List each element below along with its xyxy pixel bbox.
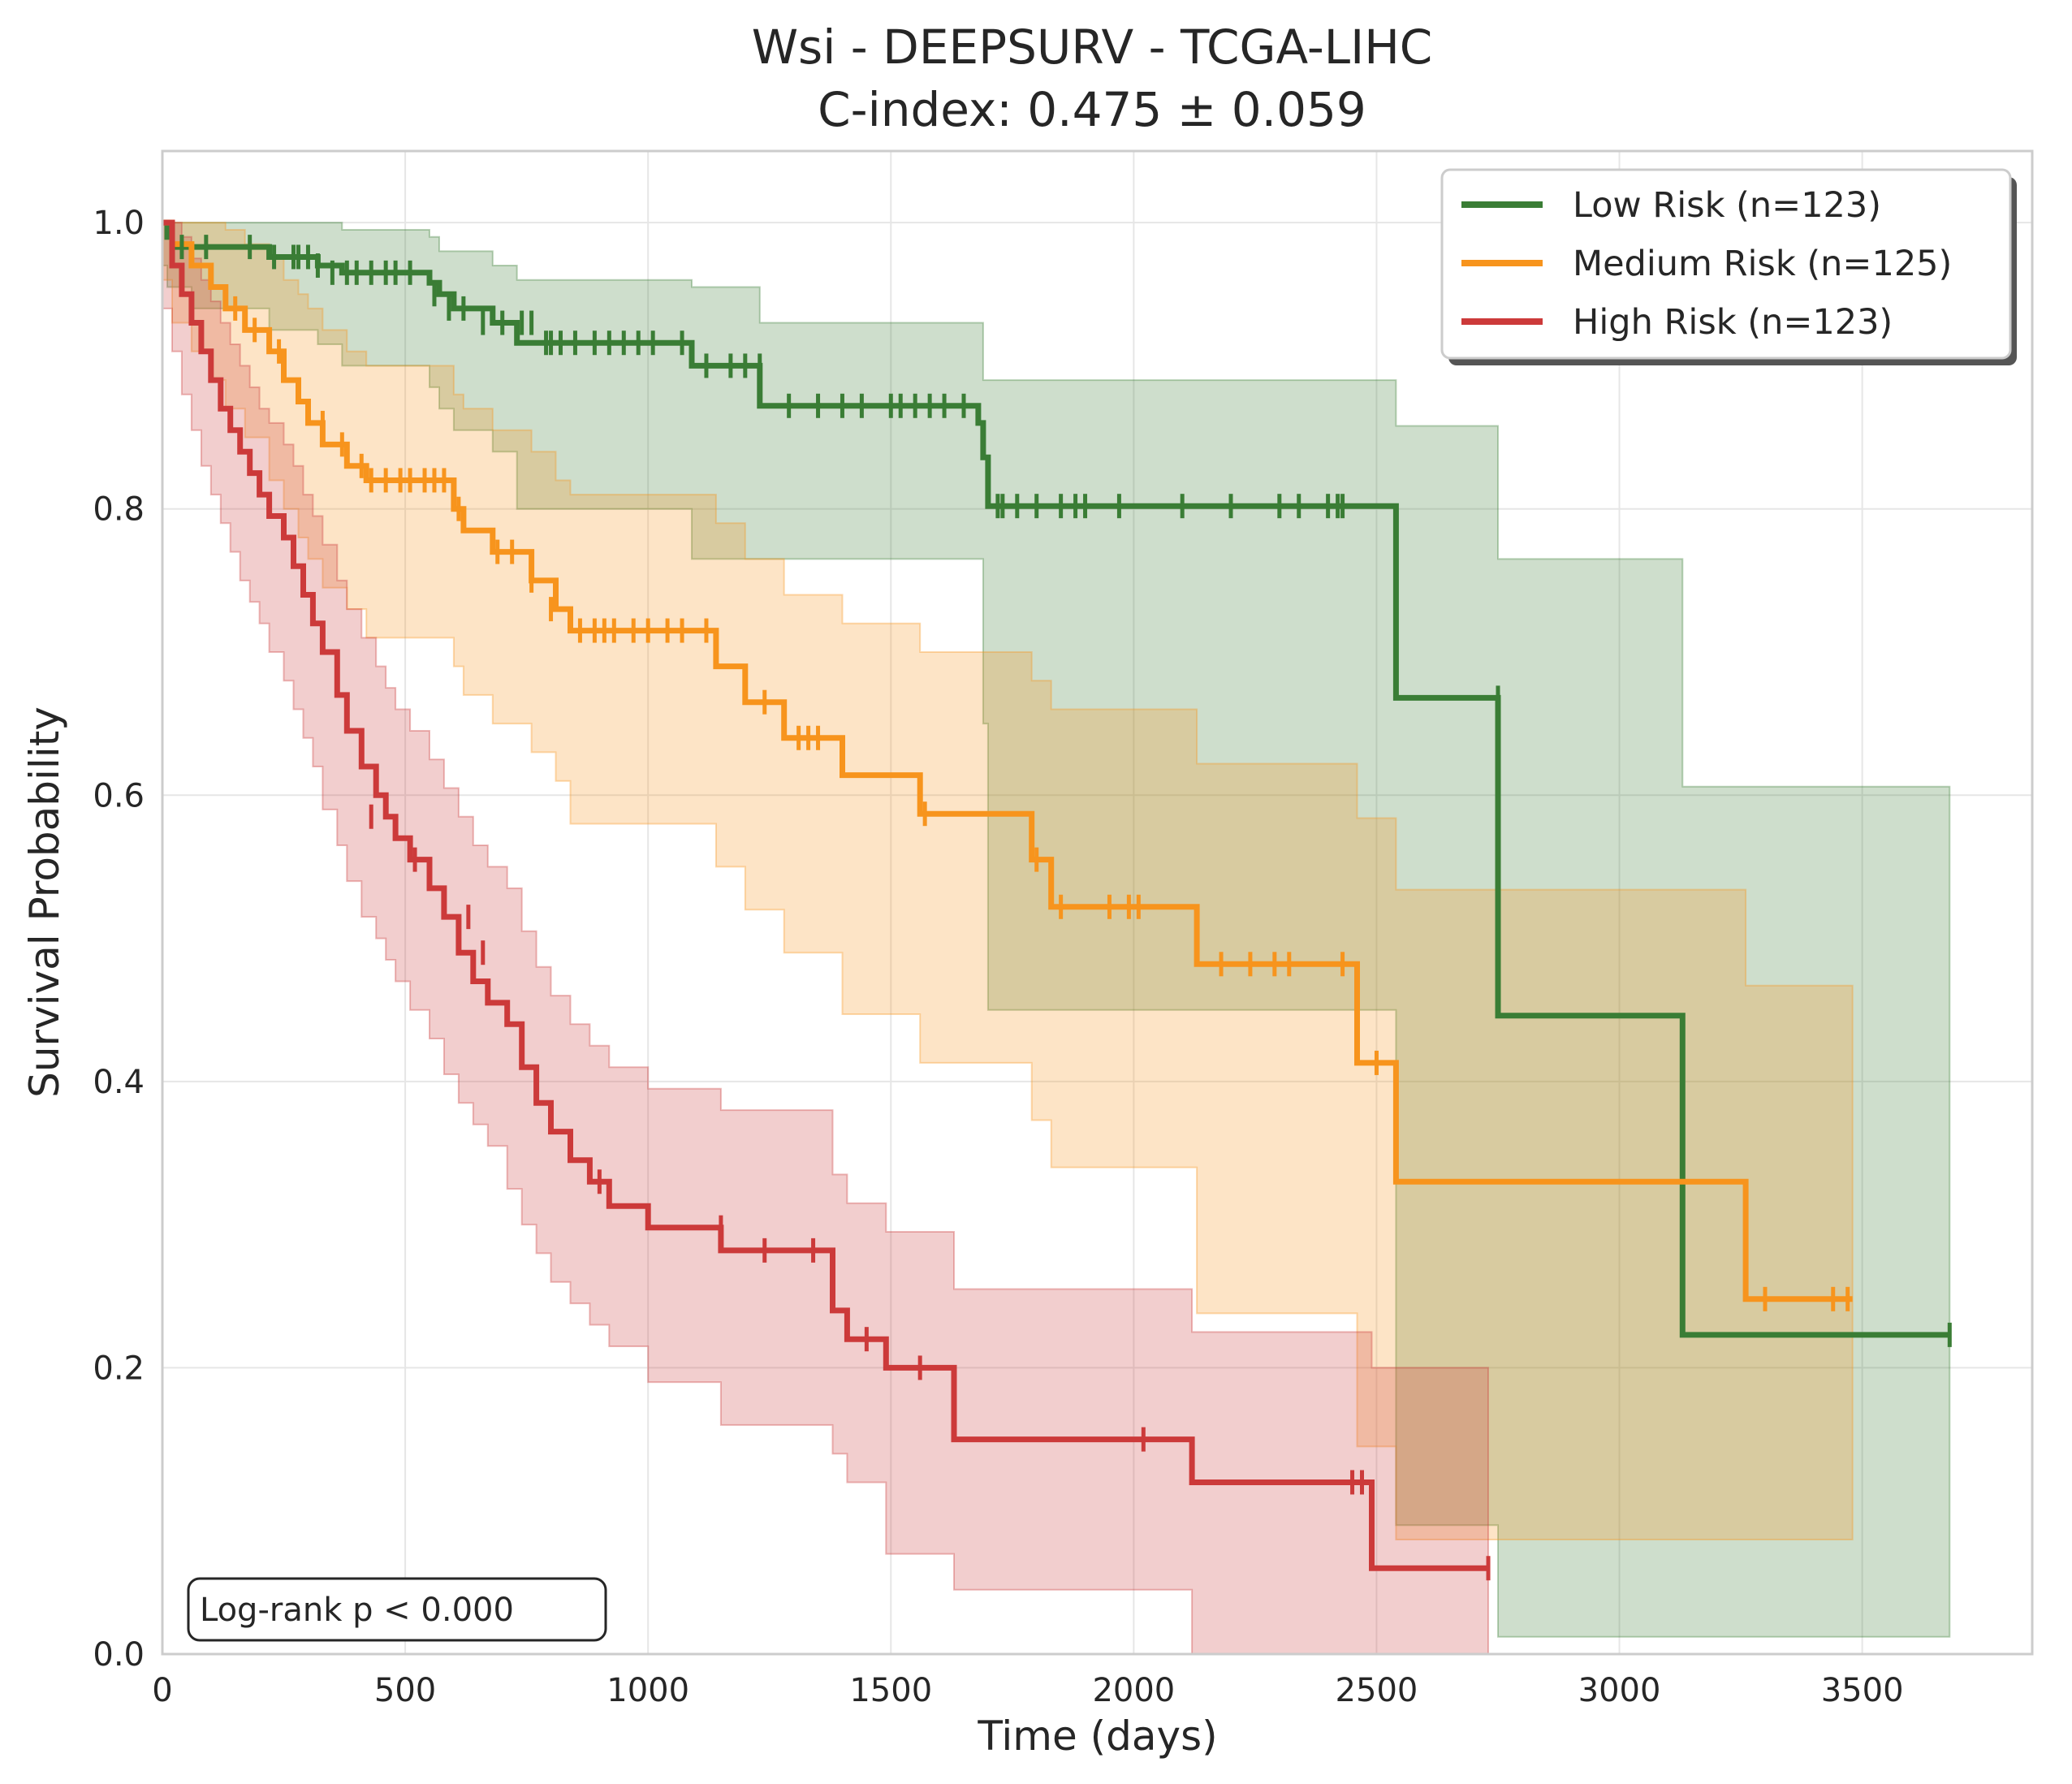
survival-curves xyxy=(162,219,1950,1571)
y-tick-label: 0.4 xyxy=(93,1064,145,1101)
x-tick-label: 500 xyxy=(374,1672,436,1709)
x-axis-label: Time (days) xyxy=(977,1713,1217,1760)
legend: Low Risk (n=123) Medium Risk (n=125) Hig… xyxy=(1440,168,2017,365)
ci-band-low-risk xyxy=(162,222,1951,1638)
logrank-annotation: Log-rank p < 0.000 xyxy=(187,1577,607,1642)
legend-box xyxy=(1440,168,2012,360)
plot-frame xyxy=(161,149,2034,1656)
x-tick-label: 2000 xyxy=(1092,1672,1175,1709)
grid xyxy=(162,151,2032,1655)
survival-curve-low-risk xyxy=(162,219,1950,1338)
x-axis-ticks: 0 500 1000 1500 2000 2500 3000 3500 xyxy=(152,1672,1903,1709)
plot-area xyxy=(161,149,2034,1656)
y-tick-label: 1.0 xyxy=(93,205,145,242)
survival-curve-high-risk xyxy=(162,219,1488,1571)
legend-label-high-risk: High Risk (n=123) xyxy=(1573,302,1893,343)
y-axis-ticks: 0.0 0.2 0.4 0.6 0.8 1.0 xyxy=(93,205,145,1674)
confidence-bands xyxy=(162,222,1951,1655)
y-tick-label: 0.2 xyxy=(93,1350,145,1387)
y-axis-label: Survival Probability xyxy=(21,706,68,1098)
x-tick-label: 1000 xyxy=(606,1672,689,1709)
chart-title: Wsi - DEEPSURV - TCGA-LIHC xyxy=(752,19,1433,75)
x-tick-label: 1500 xyxy=(849,1672,932,1709)
plot-frame-bg xyxy=(162,151,2032,1654)
x-tick-label: 3000 xyxy=(1578,1672,1661,1709)
y-tick-label: 0.6 xyxy=(93,777,145,814)
y-tick-label: 0.8 xyxy=(93,491,145,529)
censor-marks xyxy=(179,235,1952,1581)
x-tick-label: 0 xyxy=(152,1672,172,1709)
ci-band-medium-risk xyxy=(162,222,1854,1540)
legend-label-low-risk: Low Risk (n=123) xyxy=(1573,185,1881,226)
survival-curve-medium-risk xyxy=(162,219,1853,1302)
annotation-text: Log-rank p < 0.000 xyxy=(200,1592,514,1629)
x-tick-label: 3500 xyxy=(1821,1672,1904,1709)
y-tick-label: 0.0 xyxy=(93,1636,145,1674)
annotation-box xyxy=(187,1577,607,1642)
x-tick-label: 2500 xyxy=(1336,1672,1418,1709)
chart-subtitle: C-index: 0.475 ± 0.059 xyxy=(818,82,1366,137)
legend-label-medium-risk: Medium Risk (n=125) xyxy=(1573,244,1952,284)
